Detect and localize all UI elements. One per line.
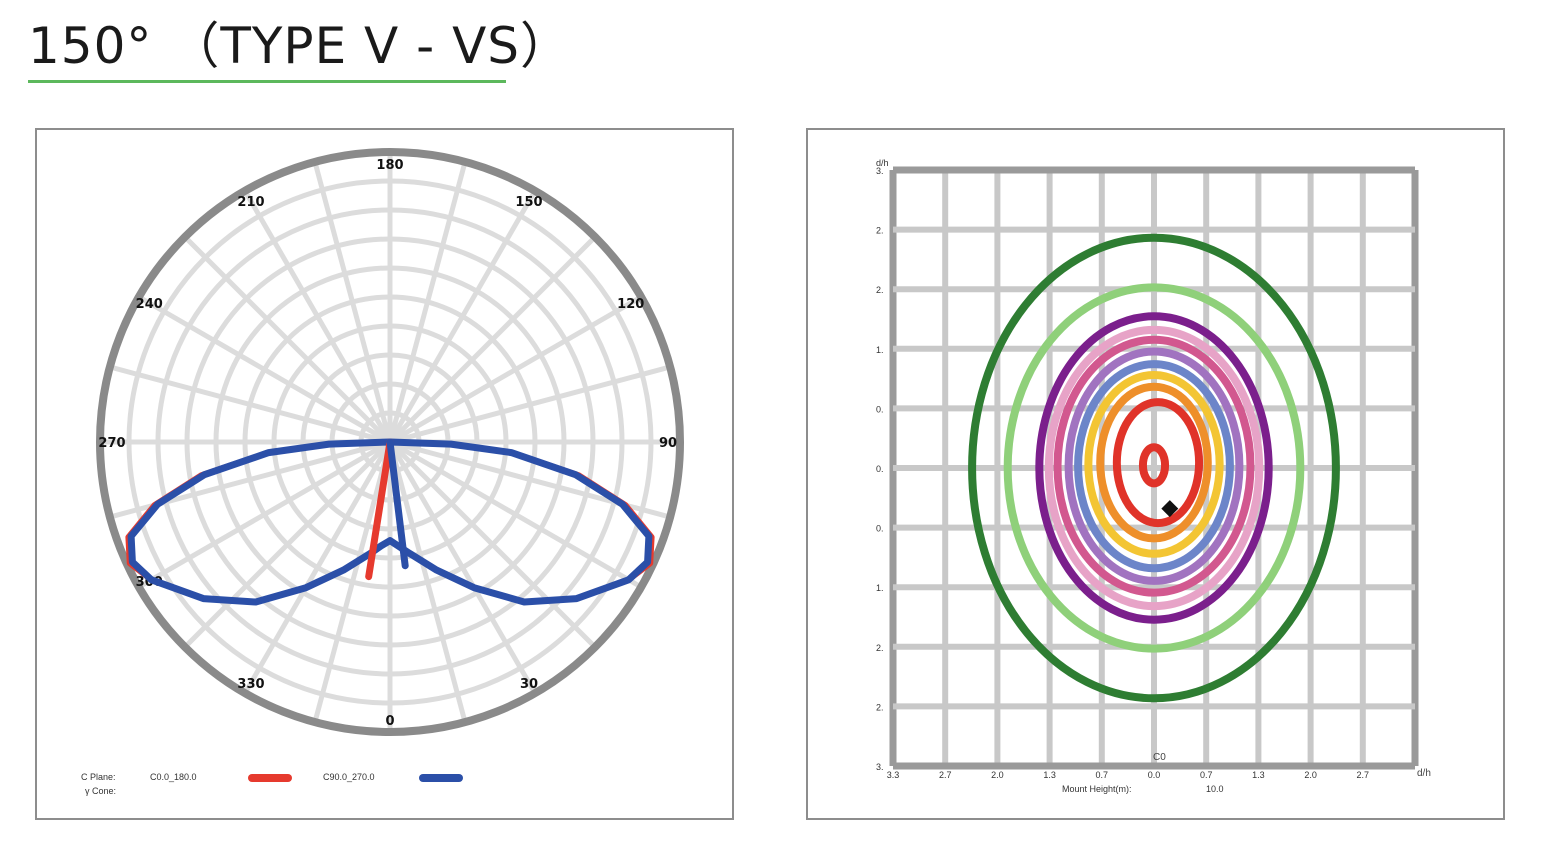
angle-label: 90 <box>659 436 677 451</box>
isolux-contour-1 <box>968 233 1340 703</box>
y-tick-label: 1. <box>876 583 884 593</box>
polar-chart-panel: 180 150 120 90 0 30 330 300 270 240 210 … <box>35 128 734 820</box>
x-tick-label: 2.0 <box>1304 770 1317 780</box>
polar-spoke <box>388 440 597 649</box>
polar-spoke <box>183 440 392 649</box>
isolux-contour-6 <box>1064 347 1244 585</box>
polar-series-2-curve <box>127 438 653 606</box>
x-tick-label: 2.0 <box>991 770 1004 780</box>
polar-spoke <box>387 161 468 443</box>
y-tick-label: 2. <box>876 226 884 236</box>
polar-series-spoke <box>386 438 409 570</box>
angle-label: 150 <box>515 195 542 210</box>
isolux-contour-4 <box>1044 325 1264 611</box>
title-underline <box>28 80 506 83</box>
x-tick-label: 0.0 <box>1148 770 1161 780</box>
polar-spoke <box>242 189 393 444</box>
legend-gamma-cone-label: γ Cone: <box>85 786 116 796</box>
polar-spoke <box>389 364 671 445</box>
polar-legend: C Plane: γ Cone: C0.0_180.0 C90.0_270.0 <box>81 772 463 796</box>
polar-spoke <box>387 440 538 695</box>
polar-chart: 180 150 120 90 0 30 330 300 270 240 210 … <box>81 148 684 796</box>
isolux-chart: d/h 3. 2. 2. 1. 0. 0. 0. 1. 2. 2. 3. 3.3… <box>876 158 1431 794</box>
polar-spoke <box>109 364 391 445</box>
x-tick-label: 0.7 <box>1200 770 1213 780</box>
x-tick-label: 0.7 <box>1096 770 1109 780</box>
page-title: 150° （TYPE Ⅴ - VS） <box>28 17 572 75</box>
plane-label: C0 <box>1153 752 1166 763</box>
angle-label: 180 <box>376 158 403 173</box>
isolux-contour-9 <box>1096 382 1212 543</box>
isolux-contour-7 <box>1074 360 1234 573</box>
x-tick-label: 1.3 <box>1043 770 1056 780</box>
polar-spoke <box>312 441 393 723</box>
isolux-contours <box>968 233 1340 703</box>
isolux-contour-3 <box>1035 312 1273 624</box>
legend-series-2-name: C90.0_270.0 <box>323 772 375 782</box>
y-tick-label: 0. <box>876 524 884 534</box>
polar-outer-ring <box>96 148 684 736</box>
angle-label: 240 <box>136 297 163 312</box>
y-tick-label: 2. <box>876 285 884 295</box>
isolux-contour-11 <box>1138 443 1170 488</box>
y-tick-label: 0. <box>876 464 884 474</box>
polar-spoke <box>312 161 393 443</box>
legend-c-plane-label: C Plane: <box>81 772 116 782</box>
polar-series-spoke <box>365 438 394 581</box>
y-tick-label: 2. <box>876 702 884 712</box>
angle-label: 120 <box>617 297 644 312</box>
polar-series <box>125 438 655 606</box>
y-axis-ticks: 3. 2. 2. 1. 0. 0. 0. 1. 2. 2. 3. <box>876 166 884 772</box>
polar-spoke <box>137 294 392 445</box>
isolux-contour-2 <box>1003 283 1305 653</box>
y-tick-label: 2. <box>876 643 884 653</box>
polar-spoke <box>388 294 643 445</box>
polar-spoke <box>387 189 538 444</box>
polar-spoke <box>388 439 643 590</box>
polar-angle-labels: 180 150 120 90 0 30 330 300 270 240 210 <box>98 158 677 729</box>
angle-label: 270 <box>98 436 125 451</box>
polar-spoke <box>242 440 393 695</box>
x-axis-label: d/h <box>1417 768 1431 779</box>
y-axis-label: d/h <box>876 158 889 168</box>
polar-grid <box>96 148 684 736</box>
isolux-contour-5 <box>1053 335 1255 597</box>
angle-label: 0 <box>385 714 394 729</box>
y-tick-label: 3. <box>876 762 884 772</box>
mount-height-label: Mount Height(m): <box>1062 784 1132 794</box>
x-tick-label: 2.7 <box>1357 770 1370 780</box>
legend-series-1-name: C0.0_180.0 <box>150 772 197 782</box>
x-tick-label: 3.3 <box>887 770 900 780</box>
x-tick-label: 1.3 <box>1252 770 1265 780</box>
angle-label: 210 <box>237 195 264 210</box>
max-point-marker <box>1161 500 1179 518</box>
x-tick-label: 2.7 <box>939 770 952 780</box>
angle-label: 330 <box>237 677 264 692</box>
polar-spoke <box>137 439 392 590</box>
y-tick-label: 3. <box>876 166 884 176</box>
y-tick-label: 0. <box>876 404 884 414</box>
isolux-contour-10 <box>1112 398 1204 528</box>
isolux-contour-8 <box>1084 370 1224 558</box>
polar-spoke <box>183 235 392 444</box>
mount-height-value: 10.0 <box>1206 784 1224 794</box>
x-axis-ticks: 3.3 2.7 2.0 1.3 0.7 0.0 0.7 1.3 2.0 2.7 <box>887 770 1369 780</box>
polar-spoke <box>388 235 597 444</box>
angle-label: 30 <box>520 677 538 692</box>
y-tick-label: 1. <box>876 345 884 355</box>
polar-spoke <box>387 441 468 723</box>
isolux-chart-panel: d/h 3. 2. 2. 1. 0. 0. 0. 1. 2. 2. 3. 3.3… <box>806 128 1505 820</box>
